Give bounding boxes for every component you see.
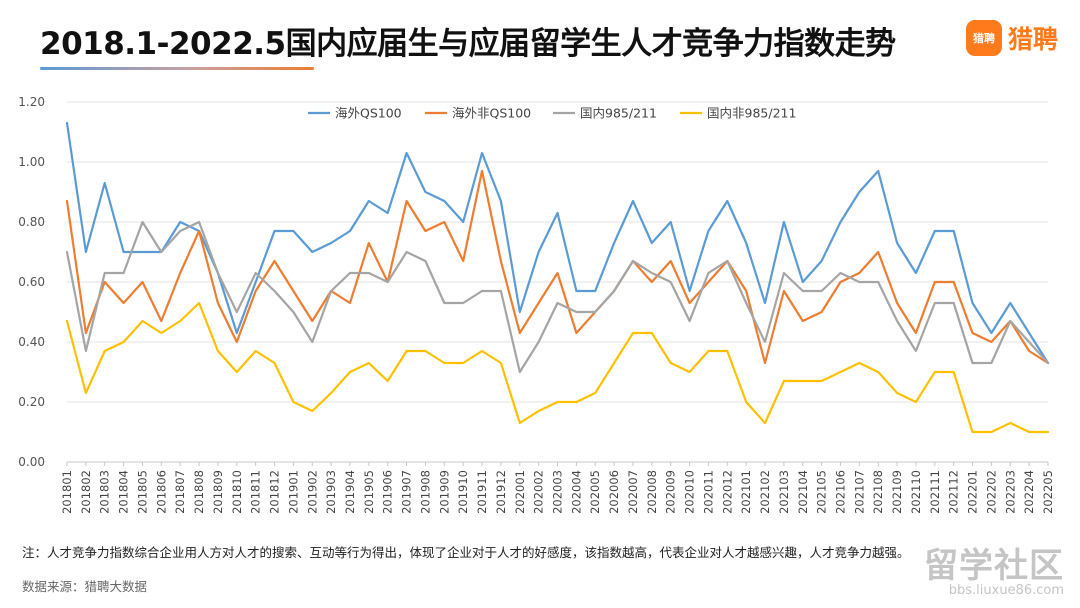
- x-tick-label: 202010: [683, 470, 697, 514]
- x-tick-label: 201802: [79, 470, 93, 514]
- x-tick-label: 202007: [626, 470, 640, 514]
- y-axis: 0.00 0.20 0.40 0.60 0.80 1.00 1.20: [18, 95, 45, 469]
- x-tick-label: 201812: [268, 470, 282, 514]
- x-tick-label: 202107: [852, 470, 866, 514]
- x-tick-label: 201902: [305, 470, 319, 514]
- liepin-logo-icon: 猎聘: [965, 20, 1002, 56]
- x-tick-label: 201811: [249, 470, 263, 514]
- x-tick-label: 202002: [532, 470, 546, 514]
- x-tick-label: 202008: [645, 470, 659, 514]
- title-underline: [40, 67, 314, 70]
- x-tick-label: 202012: [720, 470, 734, 514]
- chart-series: [65, 121, 1050, 434]
- x-tick-label: 201906: [381, 470, 395, 514]
- legend-label: 国内非985/211: [707, 106, 796, 121]
- watermark-main: 留学社区: [924, 546, 1064, 586]
- watermark-sub: bbs.liuxue86.com: [948, 583, 1064, 598]
- x-tick-label: 202101: [739, 470, 753, 514]
- x-tick-label: 201806: [154, 470, 168, 514]
- x-tick-label: 202105: [815, 470, 829, 514]
- x-tick-label: 201810: [230, 470, 244, 514]
- x-tick-label: 202106: [833, 470, 847, 514]
- legend-label: 海外非QS100: [452, 106, 531, 121]
- x-tick-label: 201909: [437, 470, 451, 514]
- series-line-2: [65, 220, 1050, 374]
- series-line-1: [65, 169, 1050, 365]
- page-title: 2018.1-2022.5国内应届生与应届留学生人才竞争力指数走势: [40, 26, 896, 62]
- y-tick-label: 0.20: [18, 395, 45, 409]
- x-tick-label: 201908: [418, 470, 432, 514]
- x-tick-label: 201912: [494, 470, 508, 514]
- x-tick-label: 202109: [890, 470, 904, 514]
- chart-grid: [67, 101, 1048, 463]
- x-tick-label: 202006: [607, 470, 621, 514]
- x-tick-label: 201805: [135, 470, 149, 514]
- x-tick-label: 202108: [871, 470, 885, 514]
- x-tick-label: 201903: [324, 470, 338, 514]
- x-tick-label: 201809: [211, 470, 225, 514]
- x-tick-label: 202111: [928, 470, 942, 514]
- y-tick-label: 0.80: [18, 215, 45, 229]
- chart-note: 注：人才竞争力指数综合企业用人方对人才的搜索、互动等行为得出，体现了企业对于人才…: [22, 545, 902, 560]
- legend-label: 国内985/211: [580, 106, 657, 121]
- x-tick-label: 202205: [1041, 470, 1055, 514]
- x-tick-label: 202112: [947, 470, 961, 514]
- x-tick-label: 201807: [173, 470, 187, 514]
- y-tick-label: 1.20: [18, 95, 45, 109]
- x-tick-label: 202009: [664, 470, 678, 514]
- series-line-3: [65, 301, 1050, 434]
- y-tick-label: 1.00: [18, 155, 45, 169]
- chart-legend: 海外QS100 海外非QS100 国内985/211 国内非985/211: [308, 106, 796, 121]
- x-tick-label: 202204: [1022, 470, 1036, 514]
- x-tick-label: 202102: [758, 470, 772, 514]
- x-tick-label: 201803: [98, 470, 112, 514]
- liepin-logo-text: 猎聘: [1007, 25, 1058, 54]
- x-tick-label: 201808: [192, 470, 206, 514]
- x-tick-label: 201907: [400, 470, 414, 514]
- x-tick-label: 202104: [796, 470, 810, 514]
- x-tick-label: 202005: [588, 470, 602, 514]
- legend-label: 海外QS100: [335, 106, 402, 121]
- x-tick-label: 201911: [475, 470, 489, 514]
- x-tick-label: 202003: [551, 470, 565, 514]
- data-source: 数据来源：猎聘大数据: [22, 579, 148, 594]
- y-tick-label: 0.00: [18, 455, 45, 469]
- x-tick-label: 201904: [343, 470, 357, 514]
- x-tick-label: 202201: [966, 470, 980, 514]
- x-tick-label: 202004: [569, 470, 583, 514]
- y-tick-label: 0.60: [18, 275, 45, 289]
- x-tick-label: 202011: [701, 470, 715, 514]
- x-tick-label: 201901: [286, 470, 300, 514]
- line-chart: 0.000.200.400.600.801.001.20 201801 20180…: [18, 95, 1055, 514]
- liepin-logo: 猎聘 猎聘: [965, 20, 1058, 56]
- x-tick-label: 202103: [777, 470, 791, 514]
- x-tick-label: 202110: [909, 470, 923, 514]
- watermark: 留学社区 bbs.liuxue86.com: [924, 548, 1064, 598]
- x-tick-label: 201905: [362, 470, 376, 514]
- series-line-0: [65, 121, 1050, 365]
- x-tick-label: 201804: [117, 470, 131, 514]
- x-tick-label: 201910: [456, 470, 470, 514]
- x-tick-label: 202202: [984, 470, 998, 514]
- x-tick-label: 202203: [1003, 470, 1017, 514]
- x-axis: 201801 201802 201803 201804 201805 201806 2018…: [60, 462, 1055, 514]
- y-tick-label: 0.40: [18, 335, 45, 349]
- x-tick-label: 202001: [513, 470, 527, 514]
- x-tick-label: 201801: [60, 470, 74, 514]
